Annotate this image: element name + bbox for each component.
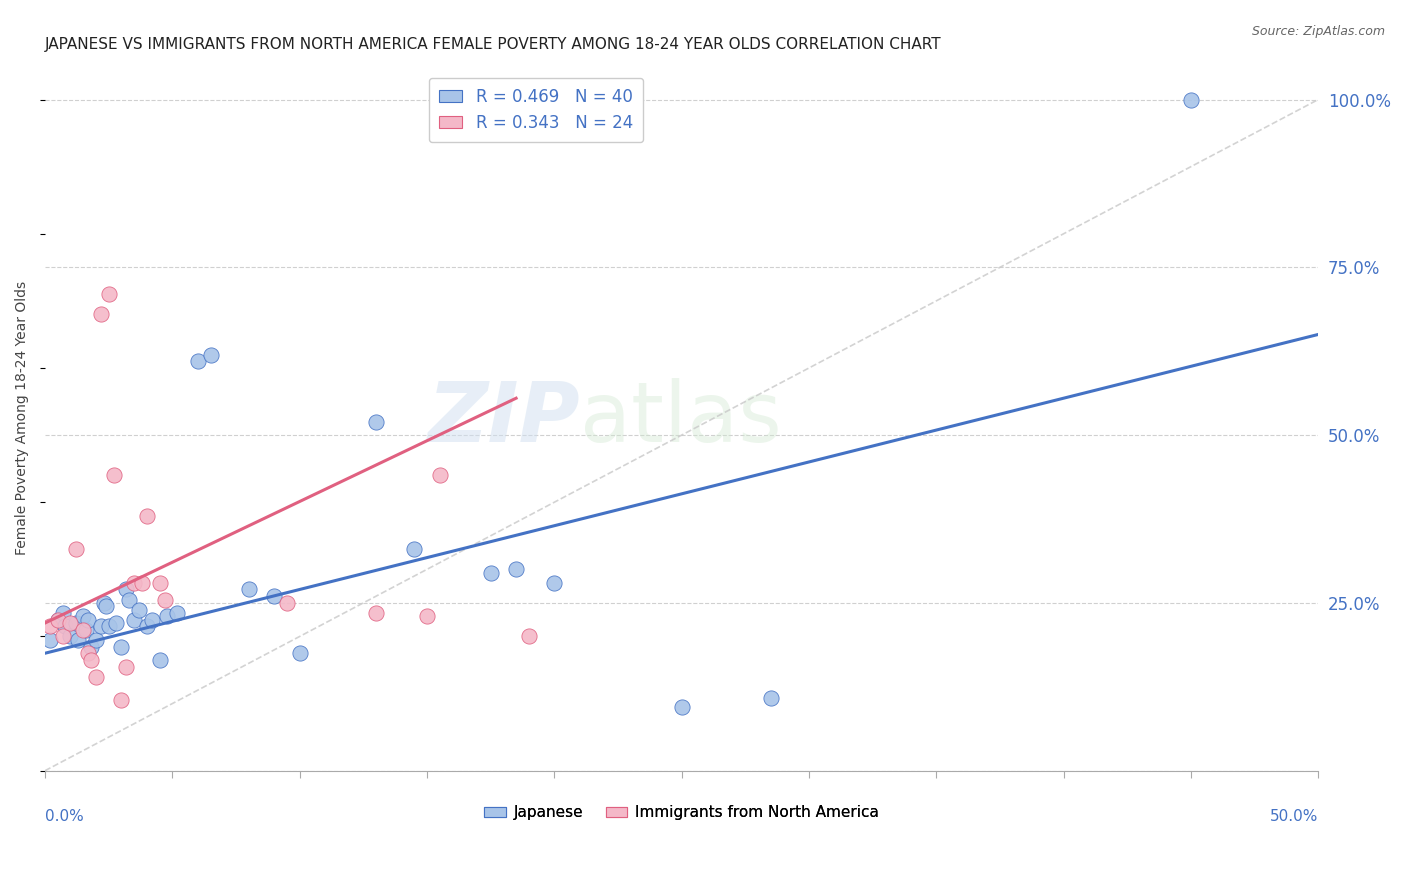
Point — [517, 630, 540, 644]
Point — [671, 700, 693, 714]
Point — [65, 615, 87, 630]
Point — [153, 592, 176, 607]
Text: atlas: atlas — [579, 378, 782, 458]
Point — [122, 575, 145, 590]
Text: 0.0%: 0.0% — [45, 809, 84, 824]
Text: Source: ZipAtlas.com: Source: ZipAtlas.com — [1251, 25, 1385, 38]
Point — [46, 613, 69, 627]
Point — [67, 632, 90, 647]
Point — [97, 287, 120, 301]
Y-axis label: Female Poverty Among 18-24 Year Olds: Female Poverty Among 18-24 Year Olds — [15, 281, 30, 556]
Point — [148, 575, 170, 590]
Point — [416, 609, 439, 624]
Point — [135, 508, 157, 523]
Point — [156, 609, 179, 624]
Point — [263, 589, 285, 603]
Point — [39, 632, 62, 647]
Point — [52, 630, 75, 644]
Point — [59, 615, 82, 630]
Point — [77, 613, 100, 627]
Point — [135, 619, 157, 633]
Point — [84, 632, 107, 647]
Point — [276, 596, 298, 610]
Point — [90, 307, 112, 321]
Point — [200, 348, 222, 362]
Point — [238, 582, 260, 597]
Point — [364, 415, 387, 429]
Point — [80, 640, 103, 654]
Point — [72, 623, 94, 637]
Point — [105, 615, 128, 630]
Point — [131, 575, 153, 590]
Point — [479, 566, 502, 580]
Point — [141, 613, 163, 627]
Text: ZIP: ZIP — [427, 378, 579, 458]
Point — [404, 542, 426, 557]
Point — [759, 691, 782, 706]
Point — [65, 542, 87, 557]
Point — [128, 602, 150, 616]
Legend: Japanese, Immigrants from North America: Japanese, Immigrants from North America — [478, 799, 884, 827]
Point — [148, 653, 170, 667]
Point — [288, 646, 311, 660]
Text: 50.0%: 50.0% — [1270, 809, 1319, 824]
Point — [97, 619, 120, 633]
Point — [53, 619, 76, 633]
Point — [94, 599, 117, 614]
Point — [80, 653, 103, 667]
Point — [93, 596, 115, 610]
Point — [46, 613, 69, 627]
Point — [77, 646, 100, 660]
Point — [59, 630, 82, 644]
Point — [505, 562, 527, 576]
Point — [84, 670, 107, 684]
Point — [75, 623, 97, 637]
Point — [115, 659, 138, 673]
Point — [1180, 93, 1202, 107]
Point — [118, 592, 141, 607]
Point — [110, 693, 132, 707]
Point — [90, 619, 112, 633]
Point — [52, 606, 75, 620]
Text: JAPANESE VS IMMIGRANTS FROM NORTH AMERICA FEMALE POVERTY AMONG 18-24 YEAR OLDS C: JAPANESE VS IMMIGRANTS FROM NORTH AMERIC… — [45, 37, 942, 53]
Point — [103, 468, 125, 483]
Point — [115, 582, 138, 597]
Point — [122, 613, 145, 627]
Point — [187, 354, 209, 368]
Point — [72, 609, 94, 624]
Point — [110, 640, 132, 654]
Point — [166, 606, 188, 620]
Point — [364, 606, 387, 620]
Point — [543, 575, 565, 590]
Point — [39, 619, 62, 633]
Point — [429, 468, 451, 483]
